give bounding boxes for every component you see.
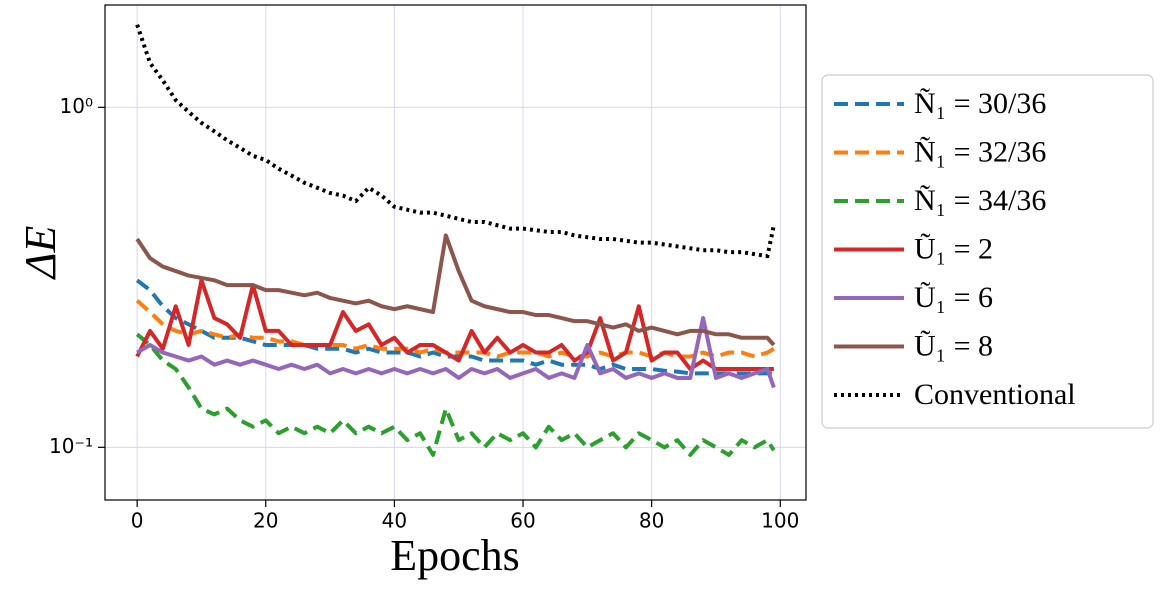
line-series — [135, 278, 774, 371]
y-axis-label: ΔE — [16, 226, 65, 281]
x-tick-label: 80 — [639, 509, 664, 533]
line-series — [135, 299, 775, 359]
legend: Ñ₁ = 30/36 Ñ₁ = 32/36 Ñ₁ = 34/36 Ũ₁ = 2 Ũ₁ =… — [821, 74, 1154, 429]
legend-label: Conventional — [914, 378, 1076, 411]
line-series — [135, 24, 776, 259]
x-tick-label: 40 — [382, 509, 407, 533]
x-tick-label: 100 — [761, 509, 799, 533]
x-axis-label: Epochs — [390, 531, 520, 580]
line-series — [135, 332, 776, 457]
line-series — [136, 316, 776, 389]
legend-label: Ñ₁ = 32/36 — [914, 135, 1046, 168]
legend-label: Ũ₁ = 2 — [914, 232, 993, 265]
legend-label: Ñ₁ = 30/36 — [914, 87, 1046, 120]
legend-label: Ũ₁ = 8 — [914, 329, 993, 362]
x-tick-label: 0 — [131, 509, 144, 533]
legend-label: Ñ₁ = 34/36 — [914, 184, 1046, 217]
y-tick-label: 10⁰ — [60, 94, 93, 118]
legend-box — [821, 74, 1154, 429]
line-series — [135, 233, 776, 347]
x-tick-label: 60 — [510, 509, 535, 533]
x-tick-label: 20 — [253, 509, 278, 533]
plot-frame — [104, 4, 807, 501]
legend-label: Ũ₁ = 6 — [914, 281, 993, 314]
y-tick-label: 10⁻¹ — [49, 434, 93, 458]
